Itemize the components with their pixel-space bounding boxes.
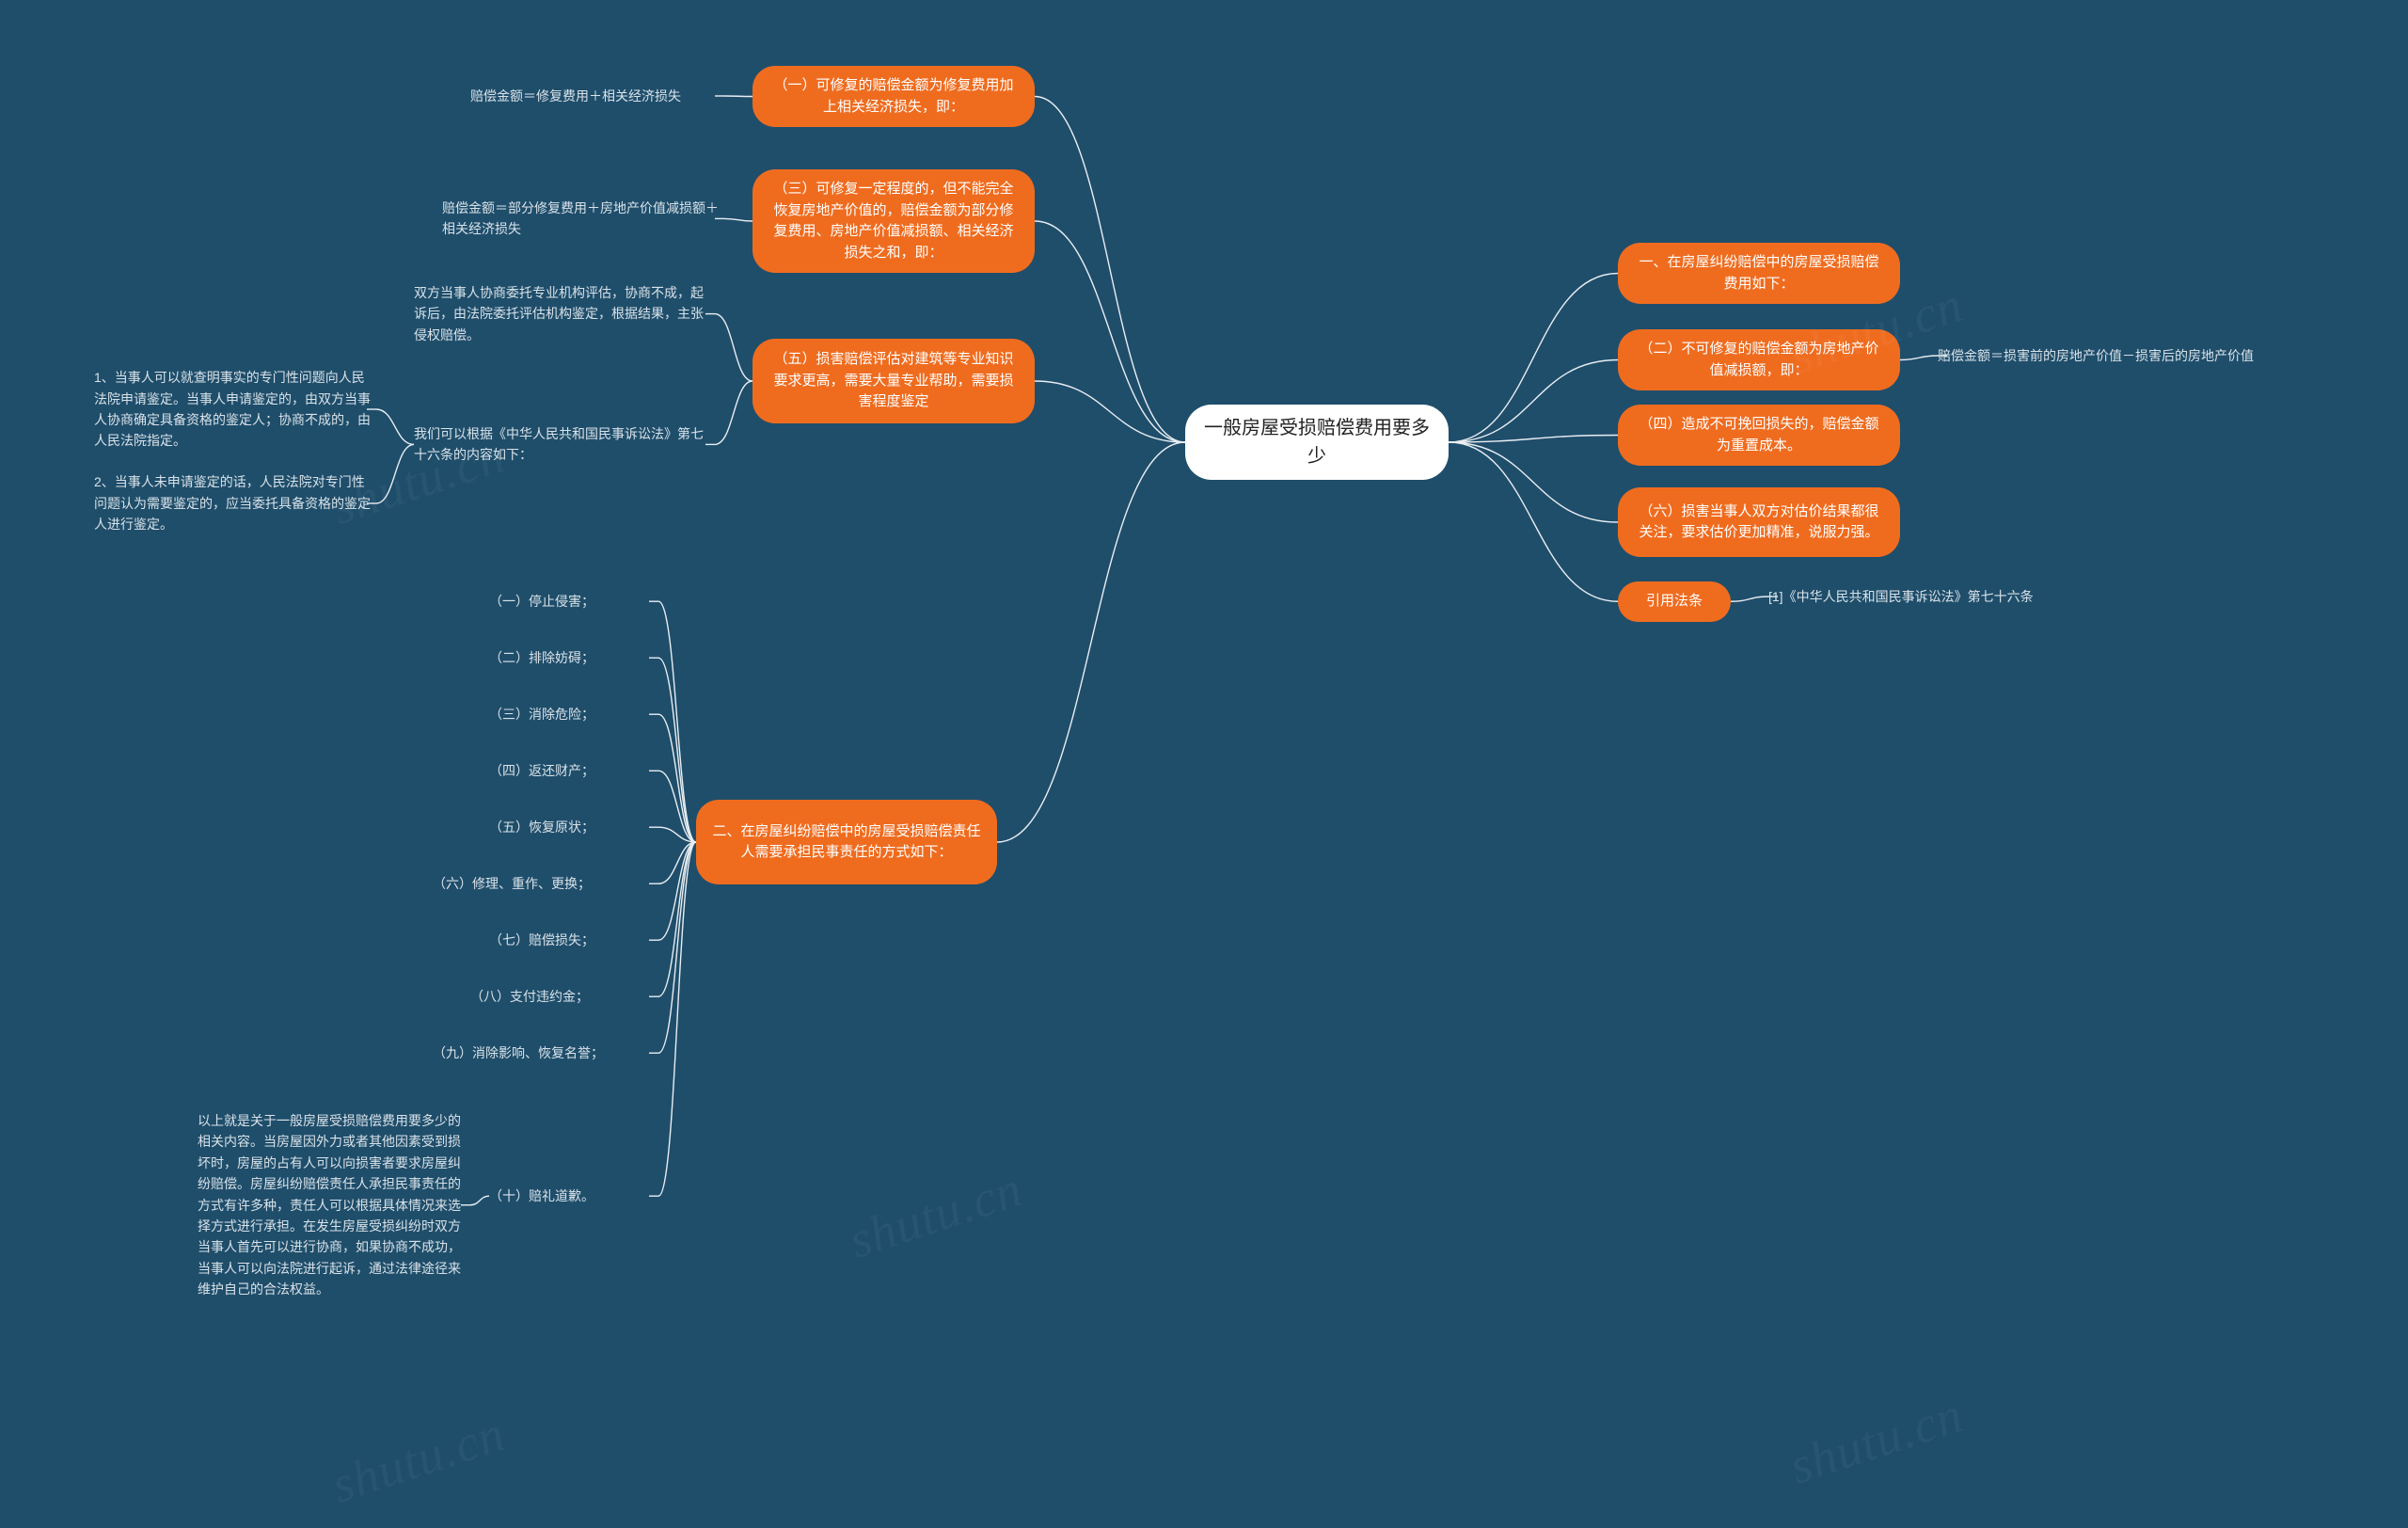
edge bbox=[715, 314, 752, 381]
edge bbox=[1035, 381, 1185, 442]
node-label: 我们可以根据《中华人民共和国民事诉讼法》第七十六条的内容如下： bbox=[414, 423, 715, 466]
node-label: 赔偿金额＝修复费用＋相关经济损失 bbox=[470, 86, 681, 106]
node-label: （三）消除危险； bbox=[489, 704, 594, 724]
node-lb10: （十）赔礼道歉。 bbox=[489, 1186, 658, 1206]
node-label: （七）赔偿损失； bbox=[489, 930, 594, 950]
node-label: （四）返还财产； bbox=[489, 760, 594, 781]
node-label: （二）排除妨碍； bbox=[489, 647, 594, 668]
node-lb3: （三）消除危险； bbox=[489, 704, 658, 724]
edge bbox=[470, 1196, 489, 1205]
node-l5a: 双方当事人协商委托专业机构评估，协商不成，起诉后，由法院委托评估机构鉴定，根据结… bbox=[414, 282, 715, 345]
node-l3a: 赔偿金额＝部分修复费用＋房地产价值减损额＋相关经济损失 bbox=[442, 198, 724, 240]
node-label: （三）可修复一定程度的，但不能完全恢复房地产价值的，赔偿金额为部分修复费用、房地… bbox=[768, 179, 1020, 263]
node-l5b2: 2、当事人未申请鉴定的话，人民法院对专门性问题认为需要鉴定的，应当委托具备资格的… bbox=[94, 470, 376, 536]
edge bbox=[997, 442, 1185, 842]
node-r4: （四）造成不可挽回损失的，赔偿金额为重置成本。 bbox=[1618, 405, 1900, 466]
edge bbox=[1449, 274, 1618, 443]
node-label: （二）不可修复的赔偿金额为房地产价值减损额，即： bbox=[1633, 339, 1885, 381]
node-r2a: 赔偿金额＝损害前的房地产价值－损害后的房地产价值 bbox=[1938, 337, 2295, 374]
mindmap-canvas: 一般房屋受损赔偿费用要多少 一、在房屋纠纷赔偿中的房屋受损赔偿费用如下： （二）不可… bbox=[0, 0, 2408, 1528]
node-label: 引用法条 bbox=[1646, 591, 1703, 613]
edge bbox=[658, 842, 696, 1196]
node-lb5: （五）恢复原状； bbox=[489, 817, 658, 837]
edge bbox=[1035, 97, 1185, 443]
edge bbox=[376, 409, 414, 444]
node-lb10a: 以上就是关于一般房屋受损赔偿费用要多少的相关内容。当房屋因外力或者其他因素受到损… bbox=[198, 1110, 470, 1300]
node-l5b: 我们可以根据《中华人民共和国民事诉讼法》第七十六条的内容如下： bbox=[414, 423, 715, 466]
node-l5: （五）损害赔偿评估对建筑等专业知识要求更高，需要大量专业帮助，需要损害程度鉴定 bbox=[752, 339, 1035, 423]
node-label: （六）损害当事人双方对估价结果都很关注，要求估价更加精准，说服力强。 bbox=[1633, 501, 1885, 544]
node-l1: （一）可修复的赔偿金额为修复费用加上相关经济损失，即： bbox=[752, 66, 1035, 127]
node-label: （五）损害赔偿评估对建筑等专业知识要求更高，需要大量专业帮助，需要损害程度鉴定 bbox=[768, 349, 1020, 413]
edge bbox=[1900, 356, 1938, 360]
watermark: shutu.cn bbox=[842, 1159, 1029, 1270]
node-l5b1: 1、当事人可以就查明事实的专门性问题向人民法院申请鉴定。当事人申请鉴定的，由双方… bbox=[94, 367, 376, 452]
node-lb1: （一）停止侵害； bbox=[489, 591, 658, 612]
node-label: 赔偿金额＝部分修复费用＋房地产价值减损额＋相关经济损失 bbox=[442, 198, 724, 240]
node-label: 双方当事人协商委托专业机构评估，协商不成，起诉后，由法院委托评估机构鉴定，根据结… bbox=[414, 282, 715, 345]
node-label: 以上就是关于一般房屋受损赔偿费用要多少的相关内容。当房屋因外力或者其他因素受到损… bbox=[198, 1110, 470, 1300]
node-r6: （六）损害当事人双方对估价结果都很关注，要求估价更加精准，说服力强。 bbox=[1618, 487, 1900, 557]
edge bbox=[724, 218, 752, 221]
edge bbox=[724, 96, 752, 97]
edge bbox=[1449, 442, 1618, 522]
node-label: （九）消除影响、恢复名誉； bbox=[433, 1043, 604, 1063]
node-lb9: （九）消除影响、恢复名誉； bbox=[433, 1043, 658, 1063]
node-lb4: （四）返还财产； bbox=[489, 760, 658, 781]
node-label: 二、在房屋纠纷赔偿中的房屋受损赔偿责任人需要承担民事责任的方式如下： bbox=[711, 821, 982, 864]
node-label: [1]《中华人民共和国民事诉讼法》第七十六条 bbox=[1768, 586, 2034, 607]
node-r2: （二）不可修复的赔偿金额为房地产价值减损额，即： bbox=[1618, 329, 1900, 390]
edge bbox=[658, 771, 696, 842]
edge bbox=[658, 827, 696, 842]
node-label: 1、当事人可以就查明事实的专门性问题向人民法院申请鉴定。当事人申请鉴定的，由双方… bbox=[94, 367, 376, 452]
node-label: （一）停止侵害； bbox=[489, 591, 594, 612]
node-label: 一般房屋受损赔偿费用要多少 bbox=[1200, 414, 1434, 470]
node-lb7: （七）赔偿损失； bbox=[489, 930, 658, 950]
watermark: shutu.cn bbox=[325, 1404, 512, 1515]
edge bbox=[1035, 221, 1185, 442]
node-label: （八）支付违约金； bbox=[470, 986, 589, 1007]
edge bbox=[658, 842, 696, 883]
node-label: （一）可修复的赔偿金额为修复费用加上相关经济损失，即： bbox=[768, 75, 1020, 118]
edge bbox=[658, 601, 696, 842]
node-lb2: （二）排除妨碍； bbox=[489, 647, 658, 668]
node-label: （四）造成不可挽回损失的，赔偿金额为重置成本。 bbox=[1633, 414, 1885, 456]
node-label: （五）恢复原状； bbox=[489, 817, 594, 837]
node-lB: 二、在房屋纠纷赔偿中的房屋受损赔偿责任人需要承担民事责任的方式如下： bbox=[696, 800, 997, 884]
node-label: （六）修理、重作、更换； bbox=[433, 873, 591, 894]
node-label: 赔偿金额＝损害前的房地产价值－损害后的房地产价值 bbox=[1938, 345, 2254, 366]
node-lb6: （六）修理、重作、更换； bbox=[433, 873, 658, 894]
node-lb8: （八）支付违约金； bbox=[470, 986, 658, 1007]
edge bbox=[658, 658, 696, 842]
edge bbox=[658, 842, 696, 1053]
node-l3: （三）可修复一定程度的，但不能完全恢复房地产价值的，赔偿金额为部分修复费用、房地… bbox=[752, 169, 1035, 273]
edge bbox=[658, 842, 696, 940]
node-rlaw: 引用法条 bbox=[1618, 581, 1731, 622]
node-label: 2、当事人未申请鉴定的话，人民法院对专门性问题认为需要鉴定的，应当委托具备资格的… bbox=[94, 471, 376, 534]
edge bbox=[376, 444, 414, 503]
edge bbox=[1449, 360, 1618, 443]
node-root: 一般房屋受损赔偿费用要多少 bbox=[1185, 405, 1449, 480]
edge bbox=[658, 842, 696, 996]
edge bbox=[715, 381, 752, 444]
node-label: 一、在房屋纠纷赔偿中的房屋受损赔偿费用如下： bbox=[1633, 252, 1885, 294]
watermark: shutu.cn bbox=[1782, 1385, 1970, 1496]
node-r1: 一、在房屋纠纷赔偿中的房屋受损赔偿费用如下： bbox=[1618, 243, 1900, 304]
node-label: （十）赔礼道歉。 bbox=[489, 1186, 594, 1206]
edge bbox=[1449, 436, 1618, 443]
node-rlawa: [1]《中华人民共和国民事诉讼法》第七十六条 bbox=[1768, 578, 2107, 615]
edge bbox=[1731, 597, 1768, 601]
node-l1a: 赔偿金额＝修复费用＋相关经济损失 bbox=[470, 85, 724, 107]
edge bbox=[658, 714, 696, 842]
edge bbox=[1449, 442, 1618, 601]
